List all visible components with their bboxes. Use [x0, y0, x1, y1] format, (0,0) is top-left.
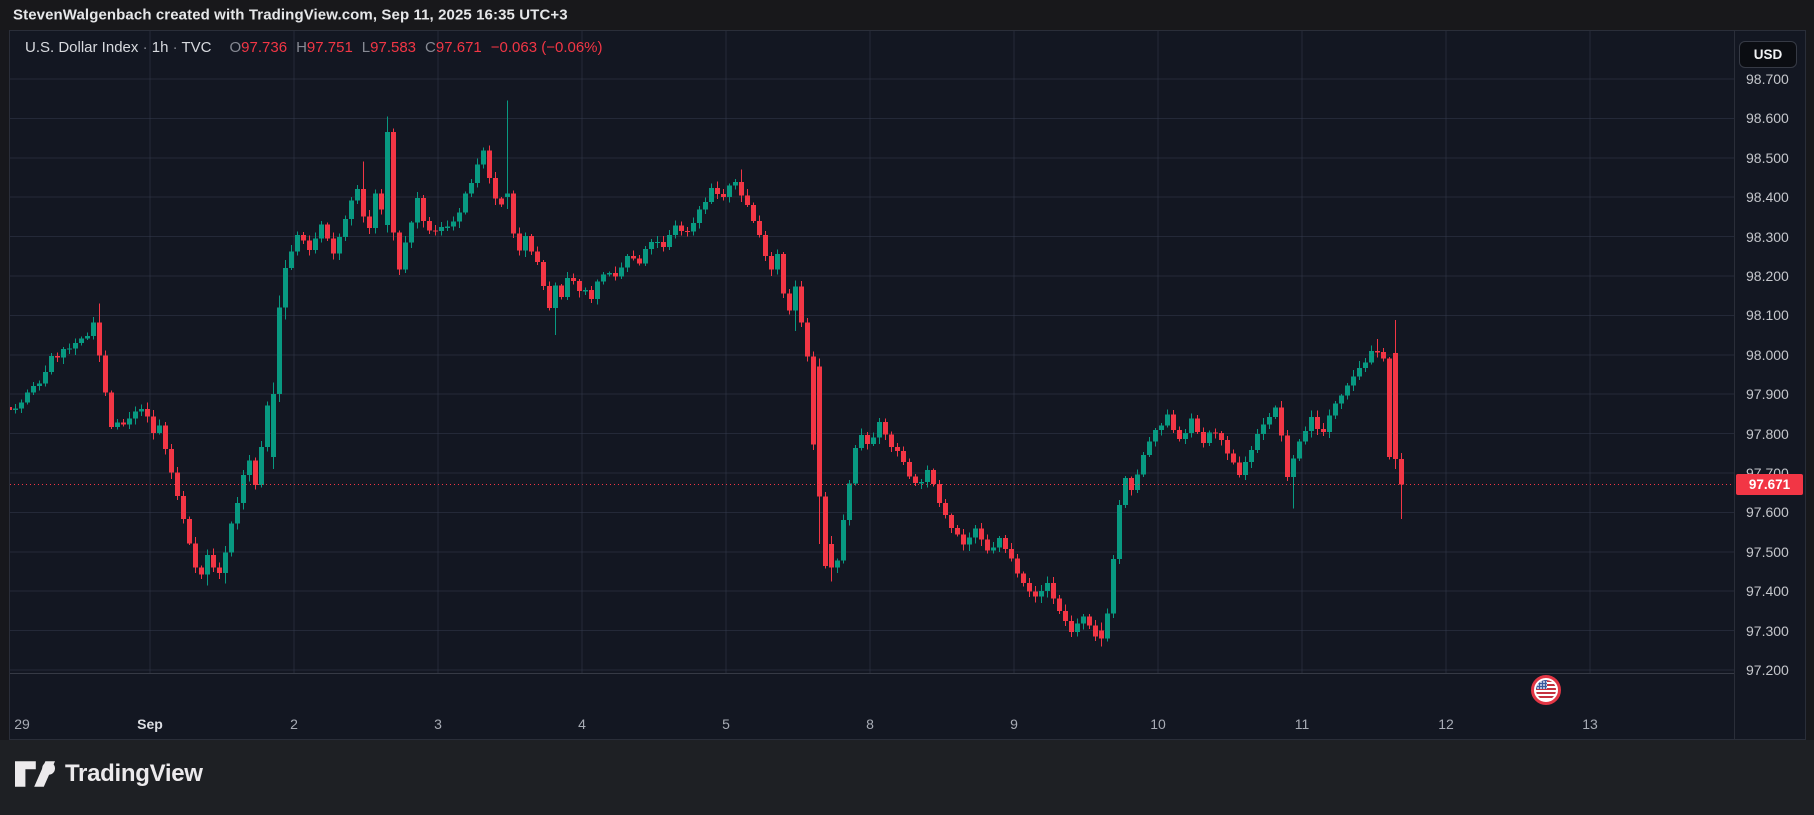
- close-label: C: [425, 39, 436, 56]
- us-flag-stripes: [1536, 680, 1556, 700]
- tradingview-wordmark: TradingView: [65, 760, 203, 787]
- price-axis-label: 98.300: [1746, 228, 1789, 245]
- time-axis-label: 11: [1294, 716, 1310, 732]
- exchange-label: TVC: [181, 39, 212, 56]
- price-axis-label: 98.400: [1746, 189, 1789, 206]
- tradingview-logo-icon: [15, 761, 55, 787]
- price-axis-label: 97.200: [1746, 662, 1789, 678]
- close-value: 97.671: [435, 39, 482, 56]
- chart-pane[interactable]: U.S. Dollar Index · 1h · TVC O97.736 H97.7…: [10, 31, 1734, 673]
- price-axis[interactable]: 98.700 98.600 98.500 98.400 98.300 98.200 98.1…: [1734, 31, 1807, 741]
- time-axis-label: 3: [434, 716, 442, 732]
- change-value: −0.063 (−0.06%): [490, 39, 603, 56]
- interval-label: 1h: [151, 39, 169, 56]
- price-axis-label: 98.500: [1746, 149, 1789, 166]
- time-axis-label: 13: [1582, 716, 1598, 732]
- time-axis-label: 9: [1010, 716, 1018, 732]
- symbol-header: U.S. Dollar Index · 1h · TVC O97.736 H97.7…: [25, 39, 603, 56]
- time-axis[interactable]: 29 Sep 2 3 4 5 8 9 10 11 12 13: [10, 673, 1734, 742]
- price-axis-label: 97.800: [1746, 425, 1789, 442]
- time-axis-label: 29: [14, 716, 30, 732]
- tradingview-logo[interactable]: TradingView: [15, 760, 203, 788]
- symbol-title: U.S. Dollar Index: [25, 39, 139, 56]
- price-axis-label: 98.200: [1746, 268, 1789, 284]
- time-axis-label: 5: [722, 716, 730, 732]
- low-label: L: [361, 39, 371, 56]
- time-axis-label: Sep: [137, 716, 163, 732]
- time-axis-label: 10: [1150, 716, 1166, 732]
- price-axis-label: 97.400: [1746, 583, 1789, 600]
- candlestick-chart: [10, 31, 1734, 673]
- open-value: 97.736: [241, 39, 288, 56]
- time-axis-label: 2: [290, 716, 298, 732]
- price-axis-label: 97.300: [1746, 622, 1789, 639]
- time-axis-label: 8: [866, 716, 874, 732]
- attribution-text: StevenWalgenbach created with TradingVie…: [13, 6, 568, 24]
- currency-toggle-button[interactable]: USD: [1739, 41, 1797, 68]
- price-axis-label: 98.000: [1746, 346, 1789, 363]
- us-flag-canton: [1536, 680, 1547, 689]
- high-label: H: [296, 39, 307, 56]
- footer-bar: TradingView: [0, 740, 1814, 815]
- time-axis-label: 12: [1438, 716, 1454, 732]
- open-label: O: [229, 39, 242, 56]
- attribution-bar: StevenWalgenbach created with TradingVie…: [0, 0, 1814, 30]
- high-value: 97.751: [306, 39, 353, 56]
- price-axis-label: 97.500: [1746, 543, 1789, 560]
- chart-widget: U.S. Dollar Index · 1h · TVC O97.736 H97.7…: [9, 30, 1807, 742]
- low-value: 97.583: [370, 39, 417, 56]
- last-price-badge: 97.671: [1736, 473, 1803, 495]
- price-axis-label: 98.600: [1746, 110, 1789, 127]
- price-axis-label: 98.100: [1746, 307, 1789, 324]
- price-axis-label: 97.900: [1746, 386, 1789, 403]
- time-axis-label: 4: [578, 716, 586, 732]
- price-axis-label: 98.700: [1746, 71, 1789, 87]
- us-flag-icon: [1531, 675, 1561, 705]
- price-axis-label: 97.600: [1746, 504, 1789, 521]
